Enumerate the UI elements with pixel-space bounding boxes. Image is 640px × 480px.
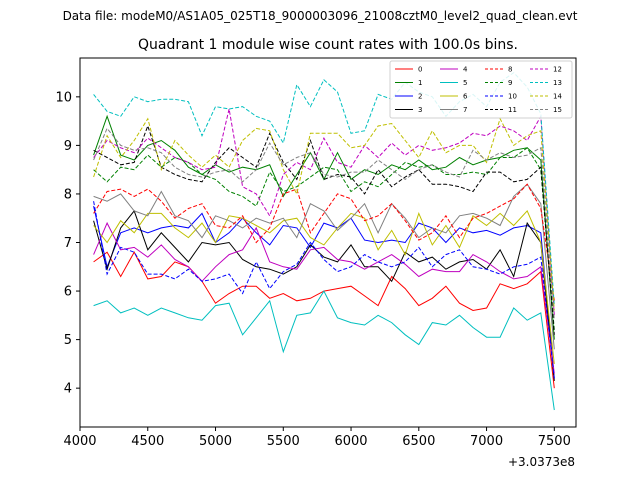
series-line-15 <box>93 127 555 321</box>
legend-label-11: 11 <box>508 106 517 114</box>
legend-label-5: 5 <box>463 79 467 87</box>
series-line-2 <box>93 205 555 379</box>
x-tick-label: 6500 <box>402 434 435 449</box>
series-line-9 <box>93 147 555 330</box>
y-tick-label: 4 <box>64 382 72 397</box>
legend-label-12: 12 <box>553 66 562 74</box>
legend-label-6: 6 <box>463 93 468 101</box>
legend-label-4: 4 <box>463 66 468 74</box>
series-line-6 <box>93 209 555 364</box>
x-tick-label: 7500 <box>538 434 571 449</box>
legend-label-9: 9 <box>508 79 512 87</box>
series-line-7 <box>93 183 555 350</box>
legend-label-10: 10 <box>508 93 517 101</box>
x-tick-label: 5000 <box>199 434 232 449</box>
series-line-8 <box>93 183 555 301</box>
y-tick-label: 10 <box>55 90 72 105</box>
y-tick-label: 9 <box>64 139 72 154</box>
legend-label-2: 2 <box>418 93 422 101</box>
y-tick-label: 6 <box>64 285 72 300</box>
legend-label-0: 0 <box>418 66 422 74</box>
series-line-5 <box>93 290 555 411</box>
x-tick-label: 6000 <box>334 434 367 449</box>
chart-title: Quadrant 1 module wise count rates with … <box>138 37 518 53</box>
plot-area <box>93 71 555 411</box>
series-line-1 <box>93 114 555 340</box>
series-line-11 <box>93 124 555 335</box>
x-offset-label: +3.0373e8 <box>508 455 575 469</box>
legend-label-8: 8 <box>508 66 512 74</box>
legend-label-13: 13 <box>553 79 562 87</box>
y-tick-label: 5 <box>64 333 72 348</box>
legend-label-7: 7 <box>463 106 467 114</box>
series-line-4 <box>93 221 555 374</box>
legend-label-1: 1 <box>418 79 422 87</box>
x-tick-label: 7000 <box>470 434 503 449</box>
data-file-label: Data file: modeM0/AS1A05_025T18_90000030… <box>63 9 578 23</box>
legend-box <box>389 60 573 119</box>
x-tick-label: 5500 <box>267 434 300 449</box>
x-tick-label: 4000 <box>63 434 96 449</box>
legend-label-3: 3 <box>418 106 422 114</box>
legend-label-14: 14 <box>553 93 562 101</box>
legend-label-15: 15 <box>553 106 562 114</box>
x-tick-label: 4500 <box>131 434 164 449</box>
y-tick-label: 7 <box>64 236 72 251</box>
series-line-14 <box>93 117 555 311</box>
y-tick-label: 8 <box>64 187 72 202</box>
series-line-12 <box>93 108 555 316</box>
series-line-3 <box>93 209 555 381</box>
